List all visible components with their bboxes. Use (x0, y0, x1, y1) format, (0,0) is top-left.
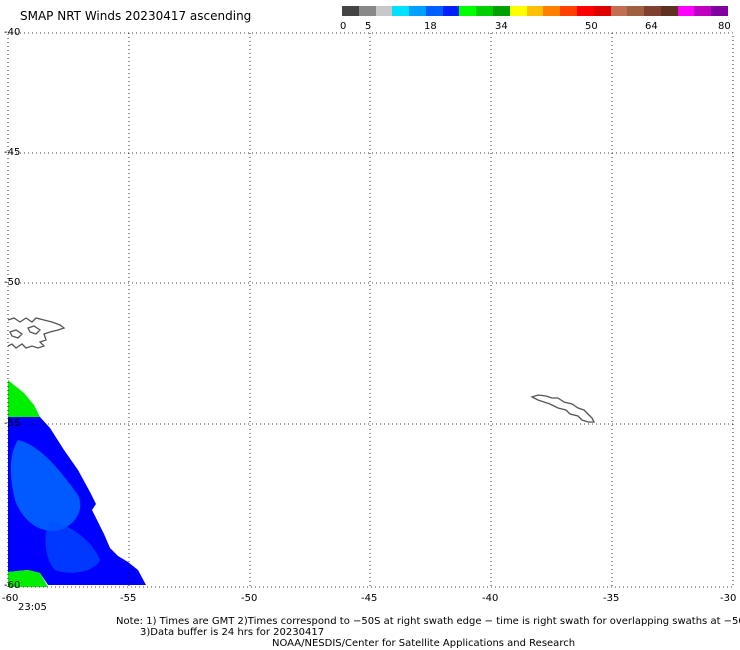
lat-label-55: -55 (4, 418, 21, 429)
lat-label-40: -40 (4, 27, 21, 38)
lon-label-50: -50 (241, 593, 258, 604)
colorbar-segment (442, 6, 460, 16)
swath-time-label: 23:05 (18, 602, 47, 613)
note-line-1: Note: 1) Times are GMT 2)Times correspon… (116, 616, 740, 627)
map-frame (7, 32, 734, 588)
wind-swath-green-upper (8, 380, 40, 418)
colorbar-tick-5: 5 (365, 21, 372, 32)
graticule (8, 33, 733, 587)
colorbar-tick-64: 64 (645, 21, 658, 32)
colorbar-segment (644, 6, 661, 16)
map-title: SMAP NRT Winds 20230417 ascending (20, 9, 252, 23)
lon-label-60: -60 (2, 593, 19, 604)
note-line-3: NOAA/NESDIS/Center for Satellite Applica… (272, 638, 576, 649)
colorbar-segment (627, 6, 645, 16)
colorbar-segment (660, 6, 678, 16)
colorbar-segment (526, 6, 544, 16)
colorbar-tick-80: 80 (718, 21, 731, 32)
wind-swath-blue-light-2 (45, 520, 100, 573)
colorbar-segment (593, 6, 611, 16)
colorbar-segment (493, 6, 510, 16)
colorbar-segment (476, 6, 494, 16)
colorbar-tick-34: 34 (495, 21, 508, 32)
wind-speed-colorbar (342, 6, 728, 16)
colorbar-segment (610, 6, 628, 16)
colorbar-segment (375, 6, 393, 16)
colorbar-segment (677, 6, 695, 16)
colorbar-segment (342, 6, 359, 16)
wind-swath (8, 380, 146, 587)
colorbar-segment (711, 6, 728, 16)
colorbar-segment (560, 6, 577, 16)
colorbar-segment (694, 6, 712, 16)
note-line-2: 3)Data buffer is 24 hrs for 20230417 (140, 627, 325, 638)
lon-label-45: -45 (361, 593, 378, 604)
colorbar-segment (392, 6, 410, 16)
colorbar-tick-18: 18 (424, 21, 437, 32)
south-georgia-coastline (530, 394, 596, 423)
colorbar-tick-0: 0 (340, 21, 347, 32)
lon-label-40: -40 (482, 593, 499, 604)
lat-label-45: -45 (4, 147, 21, 158)
colorbar-segment (409, 6, 426, 16)
colorbar-segment (543, 6, 561, 16)
lon-label-30: -30 (720, 593, 737, 604)
colorbar-segment (459, 6, 477, 16)
wind-swath-green-lower (8, 570, 48, 587)
lat-label-50: -50 (4, 277, 21, 288)
colorbar-segment (358, 6, 376, 16)
lon-label-55: -55 (120, 593, 137, 604)
falkland-islands-coastline (7, 317, 66, 349)
lat-label-60: -60 (4, 580, 21, 591)
colorbar-segment (509, 6, 527, 16)
colorbar-segment (425, 6, 443, 16)
colorbar-tick-50: 50 (585, 21, 598, 32)
wind-swath-blue-light (10, 440, 81, 531)
colorbar-segment (576, 6, 594, 16)
lon-label-35: -35 (603, 593, 620, 604)
coastlines (7, 317, 596, 423)
